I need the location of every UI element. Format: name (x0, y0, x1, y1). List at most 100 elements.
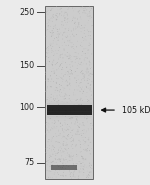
Point (58, 99, 60, 102)
Point (63, 89, 65, 92)
Point (82, 62, 85, 65)
Point (57, 36, 60, 39)
Point (57, 67, 60, 70)
Point (56, 37, 58, 40)
Point (60, 125, 62, 128)
Point (88, 162, 91, 165)
Point (52, 33, 54, 36)
Point (47, 47, 50, 50)
Point (83, 116, 86, 119)
Point (48, 90, 51, 93)
Point (76, 162, 78, 165)
Point (56, 97, 58, 100)
Point (68, 169, 70, 172)
Point (51, 172, 53, 175)
Point (85, 35, 87, 38)
Point (48, 129, 50, 132)
Point (81, 69, 83, 72)
Point (82, 143, 84, 146)
Point (86, 91, 88, 94)
Point (69, 173, 71, 176)
Point (56, 140, 58, 143)
Point (82, 157, 84, 160)
Point (87, 173, 90, 176)
Point (80, 81, 82, 84)
Point (82, 139, 84, 142)
Point (86, 56, 88, 59)
Point (81, 64, 83, 67)
Point (77, 10, 80, 13)
Point (54, 91, 56, 94)
Point (78, 22, 80, 25)
Point (88, 60, 90, 63)
Point (63, 48, 65, 51)
Point (90, 83, 92, 86)
Point (75, 26, 77, 28)
Point (47, 129, 50, 132)
Point (83, 9, 85, 12)
Point (45, 123, 47, 126)
Point (48, 30, 50, 33)
Point (59, 63, 61, 66)
Point (73, 167, 75, 170)
Point (58, 134, 60, 137)
Point (83, 166, 85, 169)
Point (77, 21, 80, 24)
Point (61, 80, 64, 83)
Bar (51, 165, 77, 170)
Point (57, 108, 60, 111)
Point (57, 35, 60, 38)
Point (88, 100, 90, 103)
Point (48, 11, 50, 14)
Point (73, 169, 76, 172)
Point (87, 49, 89, 52)
Point (57, 8, 59, 11)
Point (59, 149, 62, 152)
Point (69, 66, 72, 69)
Point (69, 159, 71, 162)
Point (50, 9, 52, 11)
Point (75, 45, 78, 48)
Point (49, 56, 51, 58)
Point (72, 45, 74, 48)
Point (67, 71, 70, 74)
Point (65, 79, 68, 82)
Point (54, 152, 57, 155)
Point (91, 80, 93, 83)
Point (83, 78, 85, 81)
Point (74, 59, 77, 62)
Point (83, 124, 85, 127)
Point (45, 151, 47, 154)
Point (54, 89, 56, 92)
Point (64, 167, 67, 170)
Point (46, 121, 48, 124)
Point (50, 100, 53, 103)
Point (63, 48, 65, 51)
Point (56, 87, 58, 90)
Point (58, 158, 60, 161)
Point (72, 155, 74, 158)
Point (71, 134, 74, 137)
Point (70, 69, 73, 72)
Point (66, 80, 69, 83)
Text: 75: 75 (24, 158, 34, 167)
Point (52, 80, 55, 83)
Point (59, 169, 61, 172)
Point (77, 29, 79, 32)
Point (58, 68, 60, 71)
Point (82, 124, 84, 127)
Point (78, 21, 81, 24)
Point (89, 162, 91, 165)
Point (82, 73, 84, 76)
Point (59, 122, 62, 125)
Point (60, 105, 62, 107)
Point (84, 7, 86, 10)
Point (79, 58, 81, 60)
Point (56, 28, 58, 31)
Point (69, 41, 71, 44)
Point (63, 159, 65, 162)
Point (47, 116, 49, 119)
Point (77, 128, 79, 131)
Point (55, 89, 57, 92)
Point (78, 105, 80, 108)
